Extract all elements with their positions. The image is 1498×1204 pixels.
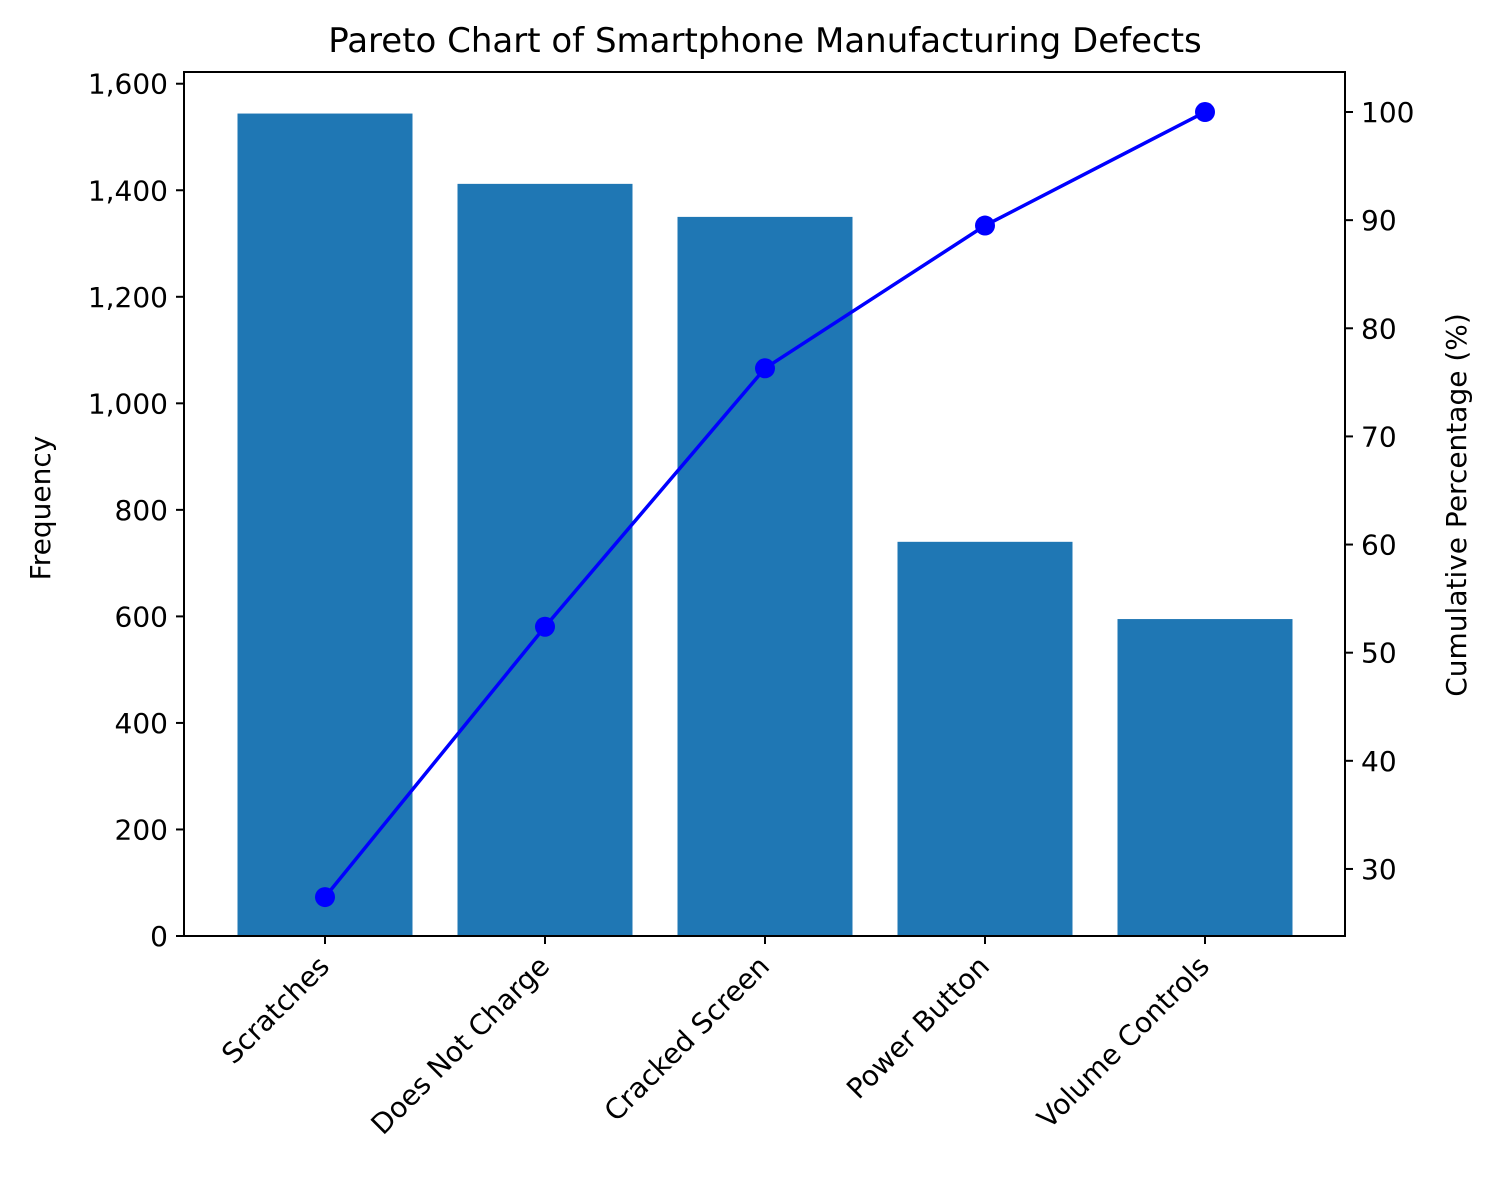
cumulative-point-3 [975,215,995,236]
bar-2 [677,216,853,936]
y2-tick-label: 30 [1361,853,1397,886]
cumulative-point-1 [535,616,555,637]
x-tick-label: Cracked Screen [598,950,776,1128]
y2-tick-label: 40 [1361,745,1397,778]
bar-0 [237,113,413,936]
bar-3 [897,541,1073,936]
y-axis-label: Frequency [24,436,57,581]
cumulative-point-0 [315,887,335,908]
cumulative-point-4 [1195,102,1215,123]
chart-title: Pareto Chart of Smartphone Manufacturing… [328,21,1202,61]
y-tick-label: 1,200 [88,281,168,314]
x-tick-label: Power Button [840,950,996,1106]
y2-tick-label: 60 [1361,529,1397,562]
y2-tick-label: 70 [1361,420,1397,453]
x-tick-label: Scratches [215,950,336,1071]
y2-tick-label: 100 [1361,96,1414,129]
x-tick-label: Does Not Charge [364,950,556,1142]
cumulative-point-2 [755,358,775,379]
y-tick-label: 400 [115,707,168,740]
y-tick-label: 1,600 [88,68,168,101]
y-tick-label: 0 [150,920,168,953]
y-tick-label: 800 [115,494,168,527]
y-tick-label: 1,400 [88,174,168,207]
y2-axis-label: Cumulative Percentage (%) [1440,313,1473,697]
y2-tick-label: 80 [1361,312,1397,345]
y-tick-label: 200 [115,813,168,846]
y2-tick-label: 90 [1361,204,1397,237]
bar-1 [457,183,633,937]
bar-4 [1117,619,1293,936]
y-tick-label: 1,000 [88,387,168,420]
y-tick-label: 600 [115,600,168,633]
y2-tick-label: 50 [1361,637,1397,670]
x-tick-label: Volume Controls [1031,950,1216,1135]
